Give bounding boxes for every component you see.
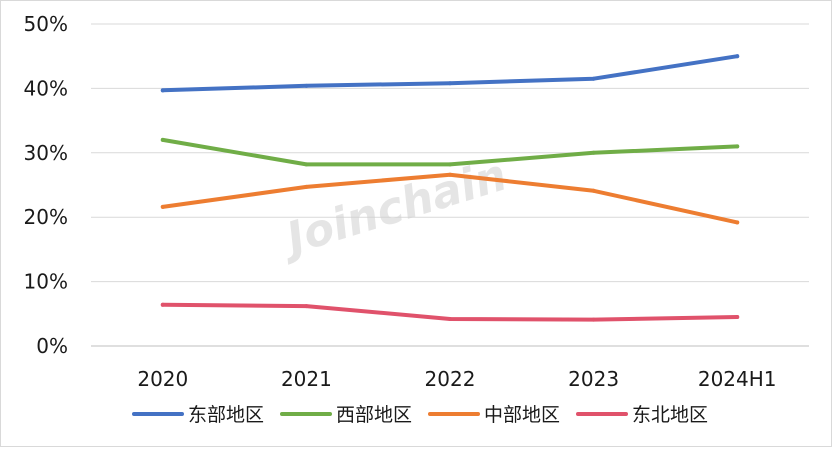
data-point: [160, 88, 165, 93]
series-1: [160, 54, 740, 93]
legend-label: 东北地区: [632, 404, 708, 426]
series-lines: [160, 54, 740, 322]
legend-item: 东北地区: [576, 404, 708, 426]
x-axis-ticks: 2020 2021 2022 2023 2024H1: [137, 367, 776, 391]
legend: 东部地区 西部地区 中部地区 东北地区: [132, 404, 708, 426]
y-tick-label: 0%: [36, 334, 68, 358]
legend-item: 中部地区: [428, 404, 560, 426]
data-point: [304, 304, 309, 309]
legend-item: 东部地区: [132, 404, 264, 426]
data-point: [735, 54, 740, 59]
series-4: [160, 302, 740, 322]
series-2: [160, 137, 740, 167]
data-point: [591, 76, 596, 81]
data-point: [304, 184, 309, 189]
data-point: [448, 81, 452, 86]
data-point: [591, 188, 596, 193]
data-point: [735, 144, 740, 149]
data-point: [304, 162, 309, 167]
series-line: [160, 137, 740, 167]
data-point: [160, 137, 165, 142]
data-point: [591, 317, 596, 322]
y-tick-label: 50%: [24, 12, 68, 36]
data-point: [160, 302, 165, 307]
y-tick-label: 30%: [24, 141, 68, 165]
legend-label: 西部地区: [336, 404, 412, 426]
y-tick-label: 10%: [24, 270, 68, 294]
x-tick-label: 2022: [425, 367, 476, 391]
legend-label: 东部地区: [188, 404, 264, 426]
watermark: Joinchain: [273, 150, 512, 267]
x-tick-label: 2023: [568, 367, 619, 391]
legend-item: 西部地区: [280, 404, 412, 426]
y-axis-ticks: 0% 10% 20% 30% 40% 50%: [24, 12, 68, 358]
data-point: [735, 315, 740, 320]
x-tick-label: 2024H1: [698, 367, 777, 391]
data-point: [448, 316, 452, 321]
x-tick-label: 2020: [137, 367, 188, 391]
series-3: [160, 172, 740, 225]
data-point: [304, 83, 309, 88]
data-point: [735, 220, 740, 225]
legend-label: 中部地区: [484, 404, 560, 426]
data-point: [448, 162, 452, 167]
y-tick-label: 40%: [24, 76, 68, 100]
y-tick-label: 20%: [24, 205, 68, 229]
data-point: [591, 150, 596, 155]
data-point: [160, 204, 165, 209]
x-tick-label: 2021: [281, 367, 332, 391]
data-point: [448, 172, 452, 177]
